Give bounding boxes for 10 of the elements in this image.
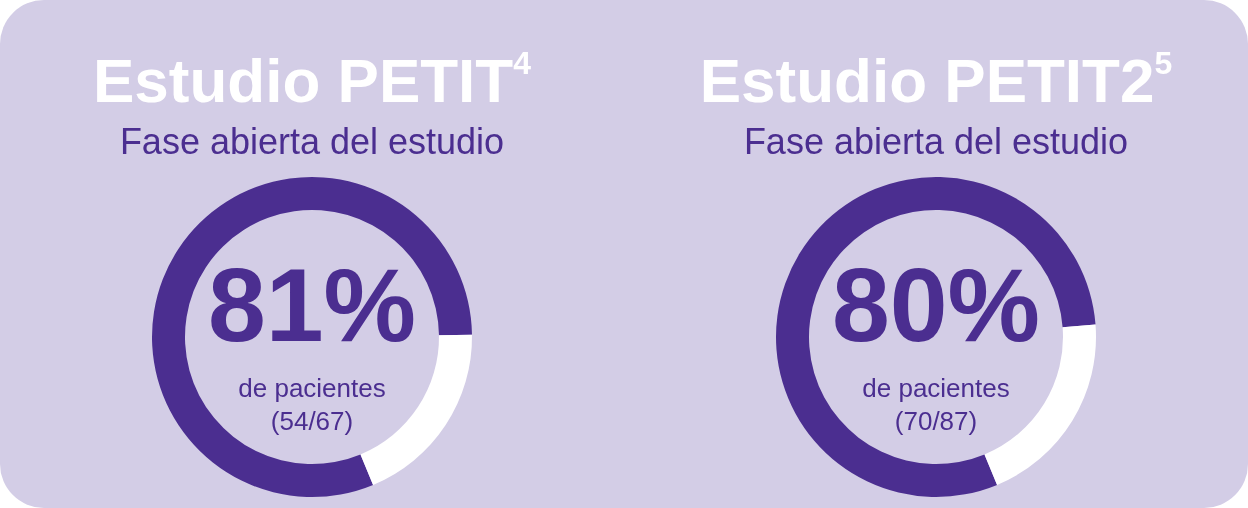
chart-subtitle: Fase abierta del estudio [743,120,1129,164]
text: de pacientes [862,373,1010,403]
text: (54/67) [270,406,354,436]
donut-slice [152,177,472,497]
chart-subtitle: Fase abierta del estudio [119,120,505,164]
donut-slice [776,177,1096,497]
text: 81% [207,247,417,363]
text: de pacientes [238,373,386,403]
text: (70/87) [894,406,978,436]
text: 80% [831,247,1041,363]
